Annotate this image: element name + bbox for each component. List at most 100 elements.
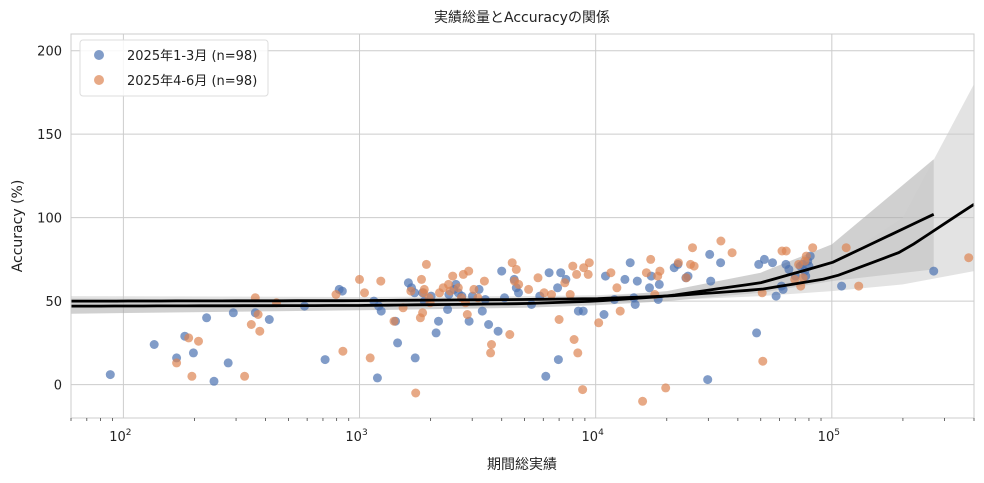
- data-point-series-2: [184, 333, 194, 343]
- data-point-series-2: [854, 281, 864, 291]
- data-point-series-2: [421, 259, 431, 269]
- data-point-series-2: [790, 274, 800, 284]
- data-point-series-1: [431, 328, 441, 338]
- data-point-series-1: [771, 291, 781, 301]
- data-point-series-1: [716, 258, 726, 268]
- data-point-series-2: [469, 284, 479, 294]
- data-point-series-1: [705, 249, 715, 259]
- trend-line-1: [71, 213, 935, 308]
- data-point-series-1: [264, 315, 274, 324]
- data-point-series-1: [645, 283, 654, 293]
- legend-marker-q1: [94, 50, 104, 60]
- legend-label-q2: 2025年4-6月 (n=98): [127, 74, 257, 89]
- data-point-series-2: [240, 371, 250, 381]
- data-point-series-2: [615, 306, 625, 316]
- data-point-series-1: [837, 281, 847, 291]
- x-tick-label: 103: [345, 428, 367, 445]
- data-point-series-2: [572, 269, 582, 279]
- data-point-series-2: [641, 268, 651, 278]
- data-point-series-1: [484, 320, 494, 329]
- data-point-series-1: [599, 310, 609, 319]
- data-point-series-2: [584, 258, 594, 268]
- data-point-series-2: [411, 388, 421, 398]
- data-point-series-2: [655, 266, 665, 276]
- chart-title: 実績総量とAccuracyの関係: [434, 10, 610, 26]
- trend-lines: [71, 203, 975, 308]
- data-point-series-2: [801, 251, 811, 261]
- data-point-series-1: [228, 308, 238, 318]
- data-point-series-1: [410, 353, 420, 363]
- data-point-series-2: [808, 243, 818, 253]
- data-point-series-2: [758, 356, 768, 366]
- y-tick-label: 0: [54, 379, 62, 394]
- data-point-series-1: [706, 276, 716, 286]
- data-point-series-2: [462, 310, 472, 319]
- data-point-series-1: [544, 268, 554, 278]
- legend-label-q1: 2025年1-3月 (n=98): [127, 49, 257, 64]
- data-point-series-1: [759, 254, 769, 264]
- data-point-series-1: [497, 266, 507, 276]
- data-point-series-2: [486, 348, 496, 358]
- data-point-series-2: [798, 273, 808, 283]
- trend-line-2: [71, 203, 975, 303]
- data-point-series-1: [768, 258, 777, 268]
- data-point-series-1: [541, 371, 551, 381]
- data-point-series-2: [606, 268, 616, 278]
- data-point-series-2: [716, 236, 726, 246]
- data-point-series-2: [187, 371, 197, 381]
- data-point-series-2: [464, 266, 474, 276]
- data-point-series-2: [573, 348, 583, 358]
- data-point-series-2: [376, 276, 386, 286]
- data-point-series-2: [479, 276, 489, 286]
- data-point-series-2: [417, 274, 426, 284]
- data-point-series-1: [578, 306, 588, 316]
- data-point-series-1: [493, 326, 503, 336]
- data-point-series-1: [223, 358, 233, 368]
- data-point-series-1: [376, 306, 386, 316]
- data-point-series-2: [360, 288, 369, 298]
- plot-frame: [70, 33, 975, 419]
- data-point-series-1: [443, 305, 453, 314]
- data-point-series-2: [547, 290, 556, 299]
- data-point-series-1: [514, 288, 523, 298]
- legend-box: [79, 39, 269, 97]
- data-point-series-2: [253, 310, 263, 319]
- data-point-series-1: [477, 306, 487, 316]
- data-point-series-1: [553, 283, 563, 293]
- y-axis-label: Accuracy (%): [10, 180, 26, 273]
- data-point-series-2: [505, 330, 515, 339]
- x-axis-ticks: 102 103 104 105: [70, 418, 975, 445]
- data-point-series-2: [638, 396, 648, 406]
- data-point-series-2: [565, 290, 575, 299]
- data-point-series-1: [320, 355, 330, 365]
- data-point-series-1: [630, 300, 640, 309]
- legend: 2025年1-3月 (n=98) 2025年4-6月 (n=98): [79, 39, 269, 97]
- data-point-series-1: [372, 373, 382, 383]
- data-point-series-2: [194, 336, 203, 346]
- x-axis-label: 期間総実績: [487, 457, 557, 473]
- data-point-series-2: [568, 261, 578, 271]
- data-point-series-1: [752, 328, 762, 338]
- data-point-series-2: [841, 243, 851, 253]
- data-point-series-2: [406, 286, 416, 296]
- data-point-series-2: [445, 286, 455, 296]
- data-point-series-2: [583, 269, 593, 279]
- data-point-series-2: [365, 353, 375, 363]
- data-point-series-1: [393, 338, 403, 348]
- y-tick-label: 150: [37, 128, 62, 143]
- data-point-series-1: [209, 376, 219, 386]
- data-point-series-2: [172, 358, 182, 368]
- data-point-series-2: [514, 279, 524, 289]
- data-point-series-2: [338, 346, 348, 356]
- data-point-series-1: [620, 274, 630, 284]
- data-point-series-1: [703, 375, 713, 385]
- data-point-series-2: [554, 315, 564, 324]
- confidence-bands: [71, 84, 974, 314]
- data-point-series-2: [781, 246, 791, 256]
- data-point-series-1: [202, 313, 212, 323]
- data-point-series-2: [255, 326, 265, 336]
- data-point-series-2: [246, 320, 256, 329]
- data-point-series-2: [594, 318, 604, 328]
- data-point-series-2: [673, 258, 683, 268]
- data-point-series-2: [487, 340, 496, 349]
